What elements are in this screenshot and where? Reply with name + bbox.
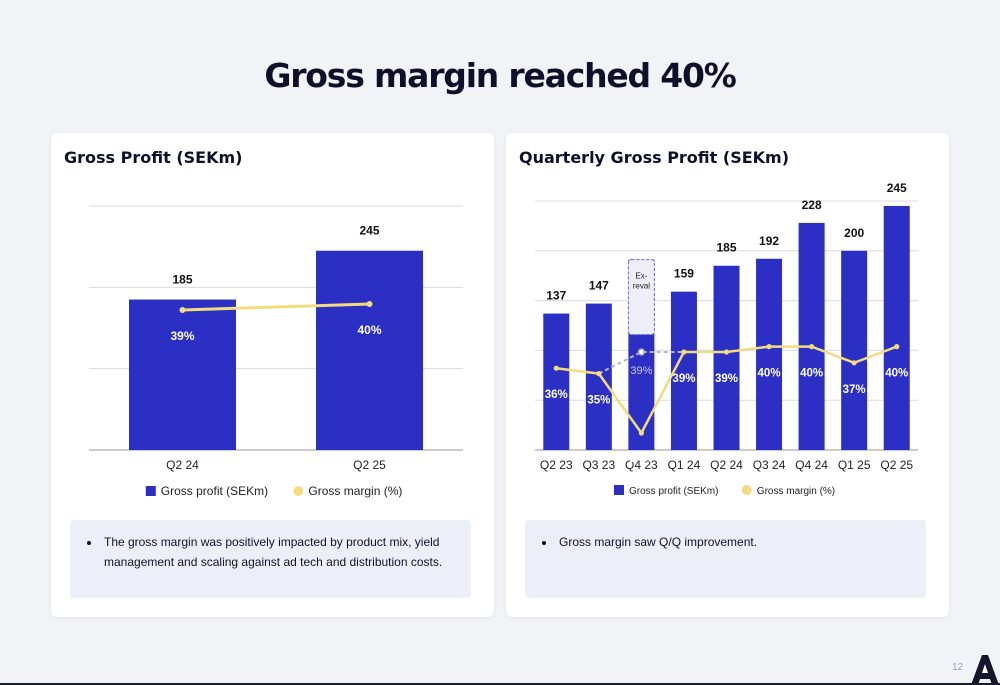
bar-value-label: 245 bbox=[359, 224, 379, 238]
legend-bar-label: Gross profit (SEKm) bbox=[629, 486, 718, 497]
margin-value-label: 39% bbox=[715, 373, 738, 385]
bar bbox=[713, 265, 740, 450]
right-chart-title: Quarterly Gross Profit (SEKm) bbox=[519, 148, 790, 167]
margin-point bbox=[894, 344, 900, 350]
margin-value-label: 36% bbox=[545, 389, 568, 401]
footer-line bbox=[0, 683, 1000, 685]
bar-value-label: 228 bbox=[802, 198, 822, 212]
bar-value-label: 147 bbox=[589, 279, 609, 293]
margin-point bbox=[766, 344, 772, 350]
x-tick-label: Q3 23 bbox=[582, 458, 615, 472]
legend-line-label: Gross margin (%) bbox=[757, 486, 835, 497]
page-number: 12 bbox=[952, 662, 964, 673]
x-tick-label: Q2 24 bbox=[166, 458, 199, 472]
bar bbox=[798, 222, 825, 450]
margin-point bbox=[809, 344, 815, 350]
x-tick-label: Q4 24 bbox=[795, 458, 828, 472]
margin-value-label: 40% bbox=[758, 368, 781, 380]
left-chart-title: Gross Profit (SEKm) bbox=[64, 148, 243, 167]
company-logo-icon bbox=[971, 655, 999, 685]
margin-value-label: 39% bbox=[170, 329, 194, 343]
gross-profit-card: Gross Profit (SEKm) 185 Q2 24 39% 245 Q2 25 4… bbox=[51, 133, 494, 617]
margin-point bbox=[179, 307, 186, 313]
bar bbox=[756, 258, 783, 450]
bar-value-label: 159 bbox=[674, 267, 694, 281]
margin-point bbox=[681, 349, 687, 355]
margin-point bbox=[638, 430, 644, 436]
x-tick-label: Q2 25 bbox=[353, 458, 386, 472]
bar bbox=[316, 250, 423, 450]
left-note-text: The gross margin was positively impacted… bbox=[101, 532, 471, 572]
x-tick-label: Q2 25 bbox=[880, 458, 913, 472]
x-tick-label: Q3 24 bbox=[753, 458, 786, 472]
x-tick-label: Q2 24 bbox=[710, 458, 743, 472]
bar bbox=[841, 250, 868, 450]
right-note-text: Gross margin saw Q/Q improvement. bbox=[556, 532, 926, 552]
margin-value-label: 40% bbox=[800, 368, 823, 380]
ex-reval-margin-label: 39% bbox=[630, 365, 652, 377]
margin-line bbox=[182, 302, 370, 312]
legend-bar-swatch bbox=[145, 486, 156, 496]
ex-reval-label: reval bbox=[633, 282, 651, 291]
margin-value-label: 39% bbox=[672, 373, 695, 385]
ex-reval-margin-point bbox=[637, 348, 646, 356]
bar-value-label: 192 bbox=[759, 234, 779, 248]
margin-value-label: 40% bbox=[885, 368, 908, 380]
legend-line-label: Gross margin (%) bbox=[308, 484, 402, 498]
ex-reval-margin-line bbox=[598, 351, 684, 375]
bar bbox=[883, 205, 910, 450]
quarterly-gross-profit-card: Quarterly Gross Profit (SEKm) 137 Q2 23 36… bbox=[506, 133, 949, 617]
legend-bar-label: Gross profit (SEKm) bbox=[161, 484, 268, 498]
ex-reval-label: Ex- bbox=[635, 272, 647, 281]
bar-value-label: 245 bbox=[887, 181, 907, 195]
margin-value-label: 35% bbox=[587, 395, 610, 407]
margin-value-label: 37% bbox=[843, 384, 866, 396]
legend-line-swatch bbox=[741, 485, 752, 495]
slide-title: Gross margin reached 40% bbox=[264, 56, 737, 95]
x-tick-label: Q2 23 bbox=[540, 458, 573, 472]
bar bbox=[129, 299, 236, 450]
x-tick-label: Q1 24 bbox=[668, 458, 701, 472]
right-note-box: Gross margin saw Q/Q improvement. bbox=[525, 520, 926, 598]
legend-line-swatch bbox=[293, 486, 304, 496]
margin-point bbox=[553, 365, 559, 371]
bar-value-label: 185 bbox=[172, 273, 192, 287]
bar bbox=[543, 313, 570, 450]
margin-point bbox=[596, 371, 602, 377]
margin-value-label: 24% bbox=[630, 453, 653, 465]
bar bbox=[585, 303, 612, 450]
legend-bar-swatch bbox=[614, 485, 624, 495]
x-tick-label: Q1 25 bbox=[838, 458, 871, 472]
margin-value-label: 40% bbox=[357, 323, 381, 337]
bar-value-label: 200 bbox=[844, 226, 864, 240]
x-tick-label: Q4 23 bbox=[625, 458, 658, 472]
left-bar-chart: 185 Q2 24 39% 245 Q2 25 40% Gross profit (SEKm… bbox=[89, 205, 463, 498]
bar-value-label: 137 bbox=[546, 289, 566, 303]
left-note-box: The gross margin was positively impacted… bbox=[70, 520, 471, 598]
bar-value-label: 185 bbox=[716, 241, 736, 255]
ex-reval-box bbox=[627, 259, 655, 336]
margin-point bbox=[851, 360, 857, 366]
margin-point bbox=[723, 349, 730, 355]
margin-point bbox=[366, 301, 373, 307]
